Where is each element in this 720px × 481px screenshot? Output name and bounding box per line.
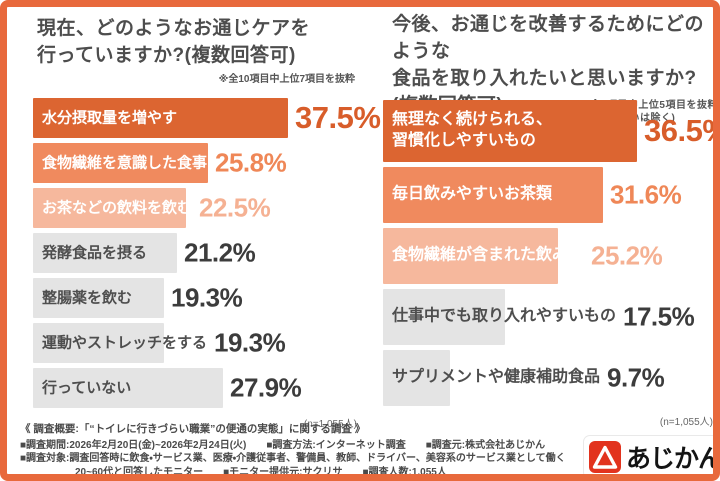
right-chart-note-line-1: ※全7項目中上位5項目を抜粋 xyxy=(580,99,718,111)
survey-target: ■調査対象:調査回答時に飲食・サービス業、医療・介護従事者、警備員、教師、ドライ… xyxy=(20,453,566,465)
bar-row: 食物繊維が含まれた飲み物 25.2% xyxy=(383,228,713,284)
bar-label: 水分摂取量を増やす xyxy=(42,109,178,127)
bar-label: 発酵食品を摂る xyxy=(42,244,148,262)
bar-percentage: 21.2% xyxy=(184,237,256,268)
company-logo-text: あじかん xyxy=(626,445,720,473)
left-sample-size: (n=1,055人) xyxy=(303,419,357,430)
survey-period-method-source: ■調査期間:2026年2月20日(金)~2026年2月24日(火) ■調査方法:… xyxy=(20,440,546,451)
bar: 運動やストレッチをする xyxy=(33,323,207,363)
bar-row: 発酵食品を摂る 21.2% xyxy=(33,233,357,273)
survey-monitor-count: 20~60代と回答したモニター ■モニター提供元:サクリサ ■調査人数:1,05… xyxy=(75,466,447,478)
right-bar-chart: 無理なく続けられる、 習慣化しやすいもの 36.5% 毎日飲みやすいお茶類 31… xyxy=(383,100,713,428)
left-chart-title-line-1: 現在、どのようなお通じケアを xyxy=(37,18,311,39)
bar-percentage: 36.5% xyxy=(644,113,713,148)
left-chart-note: ※全10項目中上位7項目を抜粋 xyxy=(218,73,355,85)
left-bar-chart: 水分摂取量を増やす 37.5% 食物繊維を意識した食事 25.8% お茶などの飲… xyxy=(33,98,381,430)
bar-percentage: 17.5% xyxy=(623,301,695,332)
bar-percentage: 25.2% xyxy=(591,240,663,271)
bar-row: 仕事中でも取り入れやすいもの 17.5% xyxy=(383,289,713,345)
bar-label: 食物繊維を意識した食事 xyxy=(42,154,208,172)
bar-row: 運動やストレッチをする 19.3% xyxy=(33,323,357,363)
bar: 整腸薬を飲む xyxy=(33,278,164,318)
bar-row: 水分摂取量を増やす 37.5% xyxy=(33,98,381,138)
company-logo: あじかん xyxy=(584,436,720,474)
bar: 無理なく続けられる、 習慣化しやすいもの xyxy=(383,100,637,162)
bar-row: サプリメントや健康補助食品 9.7% xyxy=(383,350,713,406)
right-chart-title-line-1: 今後、お通じを改善するためにどのような xyxy=(392,14,705,62)
bar-percentage: 19.3% xyxy=(171,282,243,313)
bar: 毎日飲みやすいお茶類 xyxy=(383,167,603,223)
bar-label: サプリメントや健康補助食品 xyxy=(392,368,601,386)
bar-label: 無理なく続けられる、 習慣化しやすいもの xyxy=(392,111,553,149)
survey-overview: 《 調査概要:「“トイレに行きづらい職業”の便通の実態」に関する調査 》 ■調査… xyxy=(20,421,586,478)
bar: 食物繊維が含まれた飲み物 xyxy=(383,228,584,284)
right-sample-size: (n=1,055人) xyxy=(659,417,713,428)
left-chart-header: 現在、どのようなお通じケアを 行っていますか?(複数回答可) ※全10項目中上位… xyxy=(37,16,355,86)
ajikan-logo-icon xyxy=(589,441,621,473)
bar: 水分摂取量を増やす xyxy=(33,98,288,138)
bar-percentage: 37.5% xyxy=(295,100,381,135)
bar-row: お茶などの飲料を飲む 22.5% xyxy=(33,188,357,228)
bar-percentage: 19.3% xyxy=(214,327,286,358)
left-chart-title: 現在、どのようなお通じケアを 行っていますか?(複数回答可) xyxy=(37,16,355,70)
bar: 発酵食品を摂る xyxy=(33,233,177,273)
bar-percentage: 9.7% xyxy=(607,362,665,393)
bar-row: 整腸薬を飲む 19.3% xyxy=(33,278,357,318)
bar: お茶などの飲料を飲む xyxy=(33,188,192,228)
bar-label: 運動やストレッチをする xyxy=(42,334,208,352)
bar-row: 行っていない 27.9% xyxy=(33,368,357,408)
bar-label: 整腸薬を飲む xyxy=(42,289,133,307)
bar-percentage: 27.9% xyxy=(230,372,302,403)
bar-percentage: 25.8% xyxy=(215,147,287,178)
bar: 行っていない xyxy=(33,368,223,408)
bar-percentage: 22.5% xyxy=(199,192,271,223)
bar: 仕事中でも取り入れやすいもの xyxy=(383,289,616,345)
bar-percentage: 31.6% xyxy=(610,179,682,210)
bar-row: 無理なく続けられる、 習慣化しやすいもの 36.5% xyxy=(383,100,713,162)
bar: 食物繊維を意識した食事 xyxy=(33,143,208,183)
bar-label: お茶などの飲料を飲む xyxy=(42,199,193,217)
bar-row: 毎日飲みやすいお茶類 31.6% xyxy=(383,167,713,223)
bar-label: 食物繊維が含まれた飲み物 xyxy=(392,246,585,264)
bar-row: 食物繊維を意識した食事 25.8% xyxy=(33,143,357,183)
survey-overview-heading: 《 調査概要:「“トイレに行きづらい職業”の便通の実態」に関する調査 》 xyxy=(20,423,366,435)
bar-label: 仕事中でも取り入れやすいもの xyxy=(392,307,617,325)
bar-label: 毎日飲みやすいお茶類 xyxy=(392,185,553,203)
left-chart-title-line-2: 行っていますか?(複数回答可) xyxy=(37,44,296,66)
bar-label: 行っていない xyxy=(42,379,132,397)
right-chart-title-line-2: 食品を取り入れたいと思いますか? xyxy=(392,67,697,89)
bar: サプリメントや健康補助食品 xyxy=(383,350,600,406)
